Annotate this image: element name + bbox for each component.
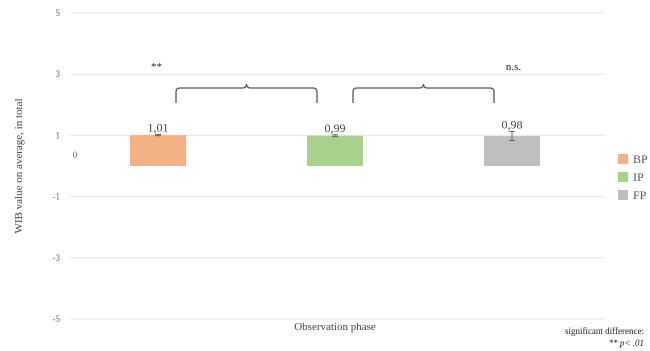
- y-tick-label: 1: [56, 130, 61, 140]
- significance-brackets: ** n.s.: [151, 61, 521, 103]
- legend-swatch: [618, 154, 628, 164]
- bar-ip: [307, 135, 363, 166]
- legend-label: IP: [633, 169, 644, 184]
- legend-item-ip: IP: [618, 168, 648, 186]
- error-bars: [155, 130, 515, 142]
- y-tick-label: 5: [56, 8, 61, 18]
- y-axis-title: WIB value on average, in total: [13, 98, 25, 233]
- significance-bracket: [175, 83, 318, 103]
- data-label-fp: 0,98: [502, 117, 523, 131]
- y-tick-label: -5: [53, 314, 61, 324]
- legend-item-fp: FP: [618, 186, 648, 204]
- y-tick-label: -3: [53, 253, 61, 263]
- y-tick-label: -1: [53, 192, 61, 202]
- significance-note: significant difference: ** p< .01: [565, 325, 644, 349]
- legend-label: BP: [633, 151, 648, 166]
- bars: [130, 135, 540, 166]
- legend-label: FP: [633, 187, 647, 202]
- data-label-bp: 1,01: [148, 120, 169, 134]
- data-label-ip: 0,99: [325, 121, 346, 135]
- significance-bracket: [352, 83, 495, 103]
- y-tick-labels: 5 3 1 -1 -3 -5: [53, 8, 61, 324]
- note-line-2: ** p< .01: [608, 338, 644, 348]
- bar-bp: [130, 135, 186, 166]
- legend-swatch: [618, 190, 628, 200]
- legend-swatch: [618, 172, 628, 182]
- legend-item-bp: BP: [618, 150, 648, 168]
- note-line-1: significant difference:: [564, 326, 644, 336]
- zero-tick-label: 0: [73, 150, 78, 160]
- significance-label: **: [151, 61, 162, 73]
- legend: BP IP FP: [618, 150, 648, 204]
- x-axis-title: Observation phase: [294, 321, 376, 333]
- y-tick-label: 3: [56, 69, 61, 79]
- significance-label: n.s.: [506, 61, 522, 73]
- data-labels: 1,01 0,99 0,98: [148, 117, 523, 134]
